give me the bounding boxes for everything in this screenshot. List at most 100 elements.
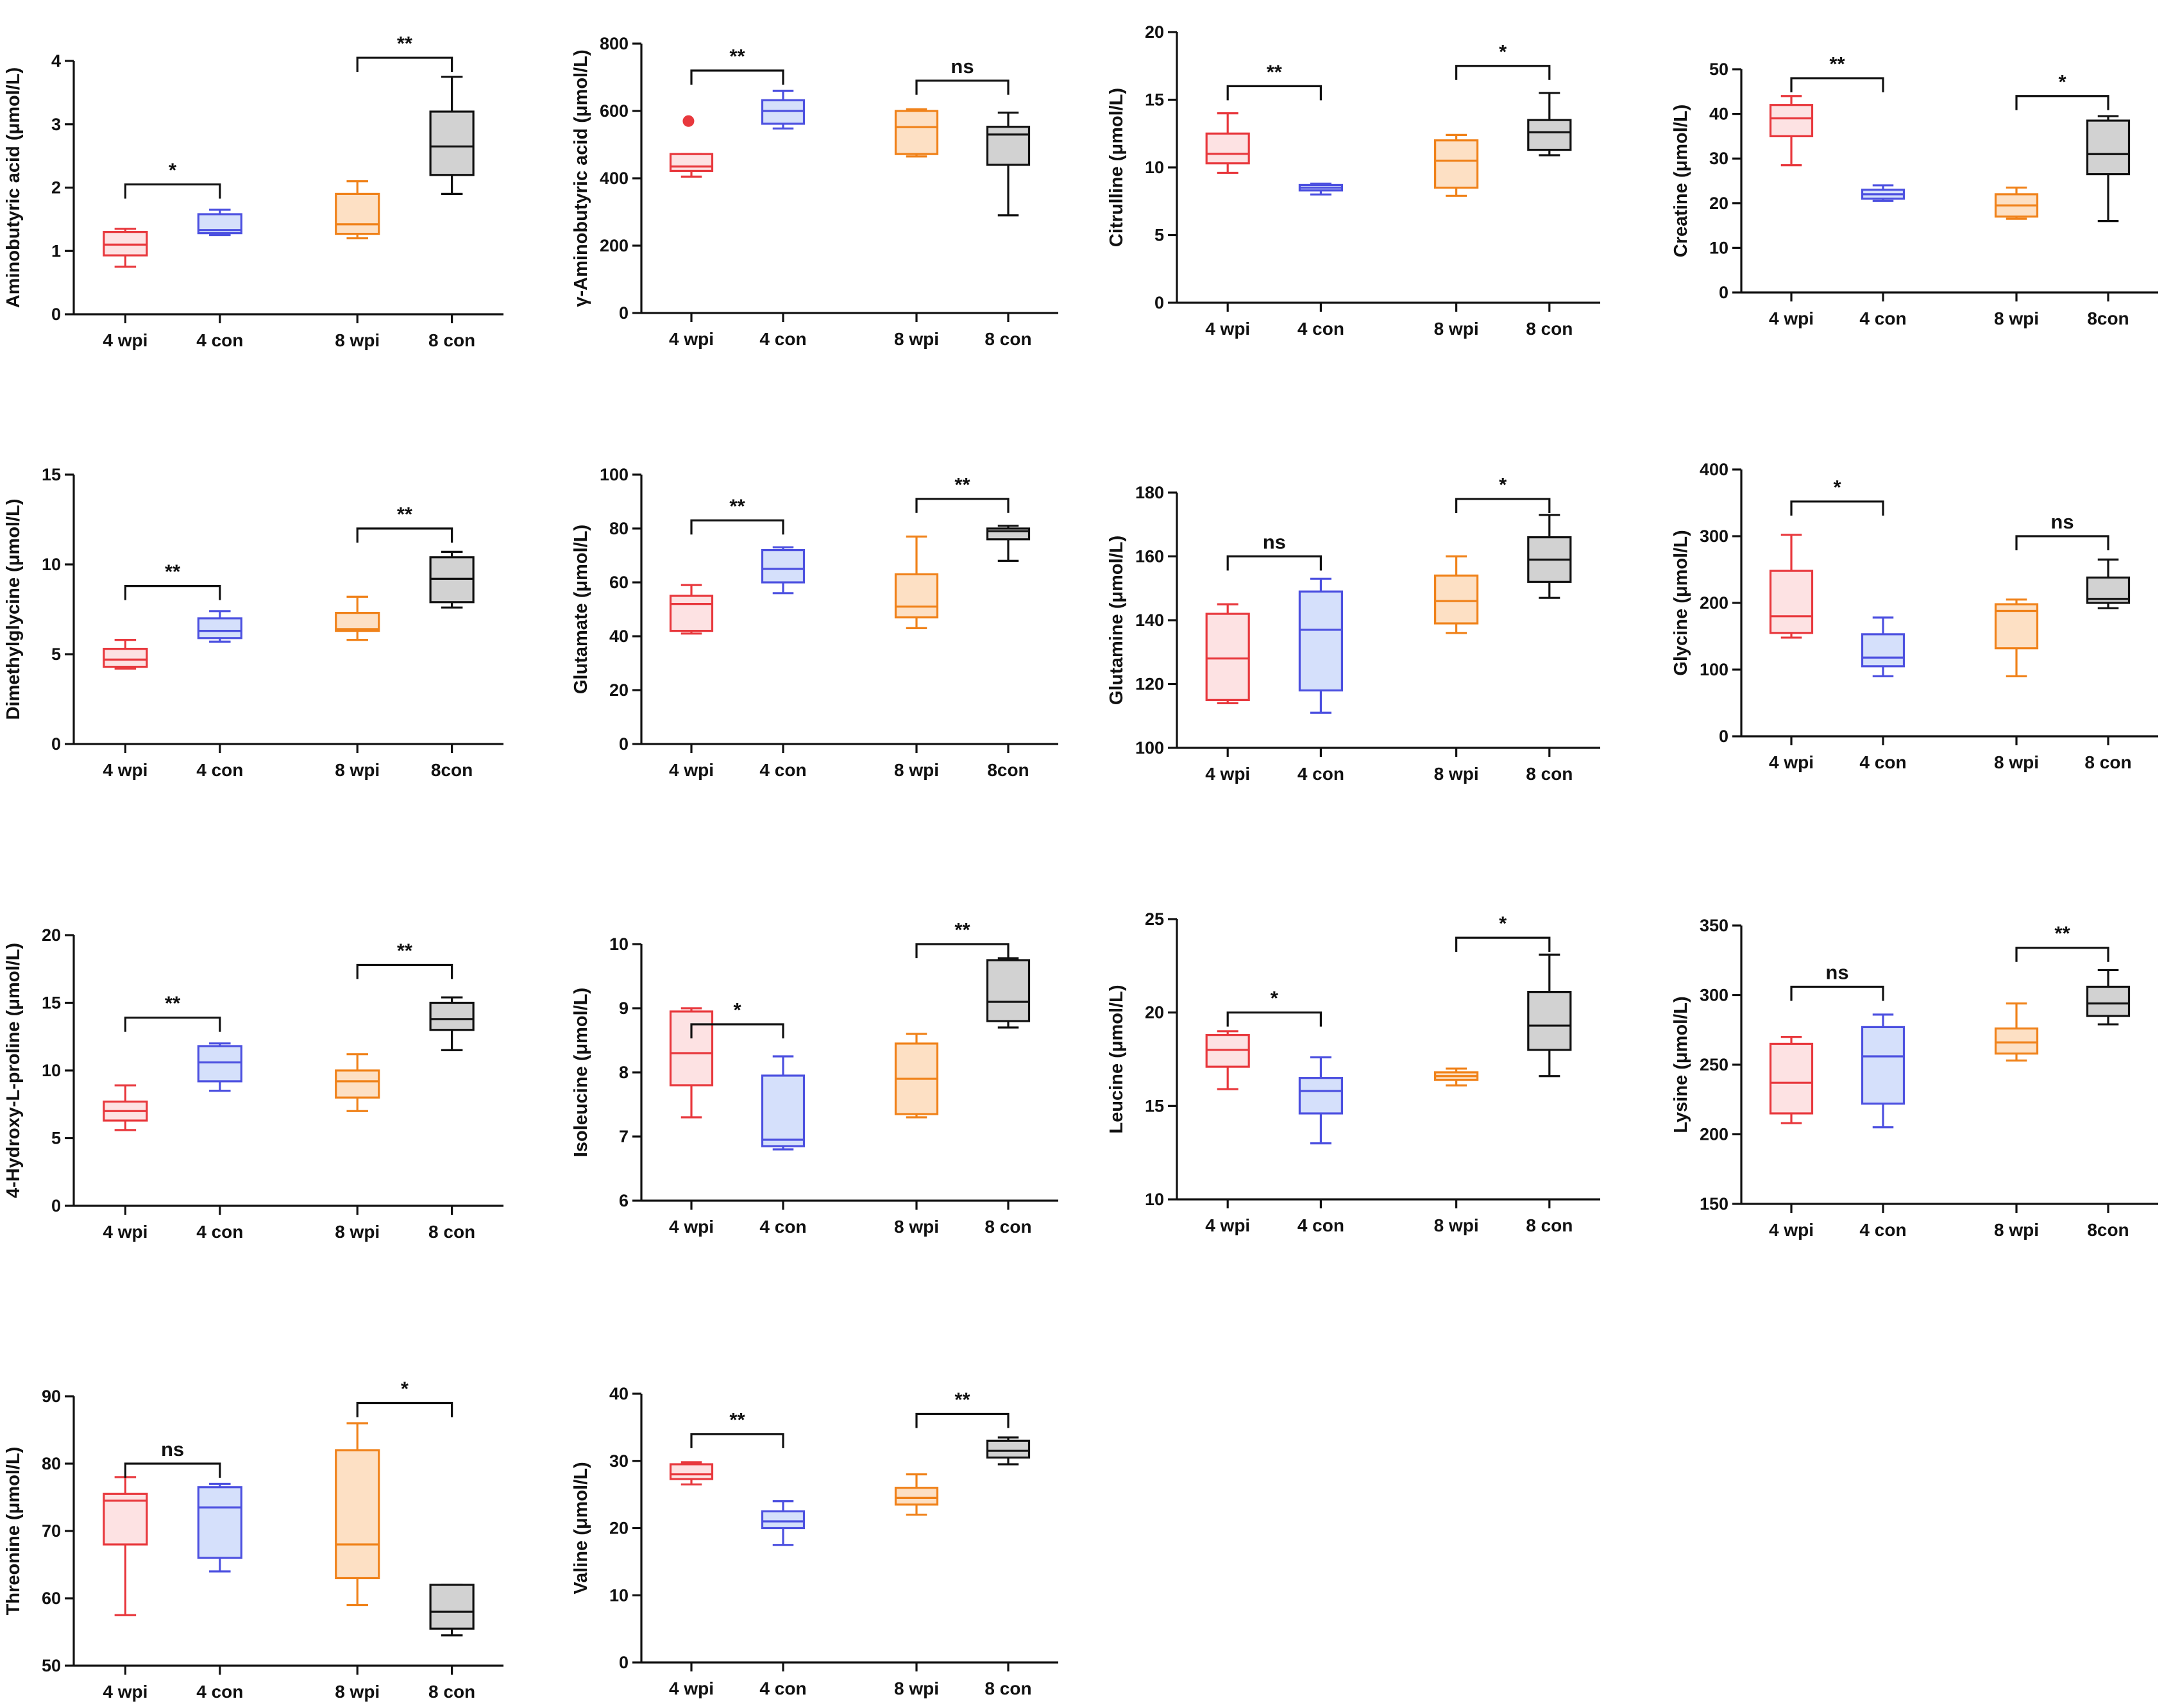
box-iqr [894, 573, 939, 619]
box-iqr [1861, 1026, 1905, 1105]
significance-bracket: ** [690, 495, 784, 535]
box-4-con [1298, 577, 1344, 714]
y-axis-title: Isoleucine (μmol/L) [571, 988, 591, 1157]
significance-label: ns [2050, 511, 2074, 533]
y-tick-label: 0 [1719, 283, 1728, 302]
significance-label: ns [161, 1438, 184, 1460]
y-tick-label: 0 [1154, 293, 1164, 312]
box-4-con [197, 1482, 242, 1573]
box-8-con [429, 1584, 475, 1637]
x-category-label: 8 con [984, 1678, 1031, 1698]
x-category-label: 4 con [759, 329, 806, 349]
bracket-line [1455, 936, 1551, 952]
x-category-label: 8 wpi [894, 760, 939, 780]
y-tick-label: 50 [1709, 60, 1728, 79]
x-category-label: 8 con [1526, 1215, 1573, 1235]
panel-7: 100 120 140 160 180 4 wpi 4 con 8 wpi 8 con Gluta… [1106, 473, 1600, 784]
box-4-con [197, 208, 242, 237]
y-tick-label: 5 [51, 1129, 61, 1148]
panel-8: 0 100 200 300 400 4 wpi 4 con 8 wpi 8 con Glycine… [1671, 460, 2158, 772]
significance-label: ** [397, 503, 413, 525]
significance-bracket: * [1455, 912, 1551, 952]
y-tick-label: 300 [1700, 986, 1728, 1005]
box-8-con [986, 112, 1031, 217]
significance-bracket: * [124, 159, 221, 199]
y-tick-label: 30 [1709, 149, 1728, 168]
y-tick-label: 200 [600, 236, 629, 255]
box-iqr [335, 1449, 380, 1580]
y-tick-label: 90 [42, 1387, 61, 1406]
significance-bracket: ** [690, 1408, 784, 1448]
y-tick-label: 0 [51, 305, 61, 324]
x-category-label: 4 wpi [1769, 752, 1814, 772]
significance-bracket: ** [915, 1388, 1010, 1428]
box-4-con [1861, 1013, 1905, 1129]
box-iqr [335, 192, 380, 235]
x-category-label: 8con [987, 760, 1029, 780]
y-tick-label: 30 [609, 1451, 629, 1471]
y-tick-label: 20 [42, 926, 61, 945]
box-4-con [761, 1055, 806, 1151]
y-tick-label: 10 [609, 1585, 629, 1605]
box-iqr [1434, 574, 1479, 625]
significance-bracket: ** [124, 992, 221, 1032]
y-tick-label: 400 [600, 169, 629, 188]
y-axis-title: Valine (μmol/L) [571, 1462, 591, 1594]
y-tick-label: 20 [1709, 194, 1728, 213]
x-category-label: 4 con [759, 1217, 806, 1237]
x-category-label: 4 con [196, 1682, 243, 1702]
box-iqr [761, 1510, 806, 1530]
y-tick-label: 300 [1700, 527, 1728, 546]
x-category-label: 4 wpi [103, 760, 148, 780]
x-category-label: 4 wpi [1205, 764, 1250, 784]
x-category-label: 8 wpi [894, 329, 939, 349]
panel-2: 0 200 400 600 800 4 wpi 4 con 8 wpi 8 con γ-Amino… [571, 34, 1058, 349]
y-tick-label: 10 [1709, 238, 1728, 257]
box-iqr [761, 1074, 806, 1147]
y-tick-label: 5 [51, 645, 61, 664]
box-4-wpi [669, 584, 714, 635]
x-category-label: 8 con [984, 1217, 1031, 1237]
significance-bracket: * [1790, 476, 1884, 516]
panel-12: 150 200 250 300 350 4 wpi 4 con 8 wpi 8con Lysine… [1671, 916, 2158, 1240]
y-tick-label: 1 [51, 241, 61, 260]
significance-bracket: * [356, 1378, 453, 1417]
box-iqr [103, 1492, 148, 1546]
box-8-con [986, 1436, 1031, 1466]
significance-bracket: ** [915, 918, 1010, 958]
y-tick-label: 8 [619, 1063, 629, 1082]
x-category-label: 4 wpi [103, 330, 148, 350]
x-category-label: 8 wpi [335, 330, 380, 350]
y-tick-label: 15 [1145, 1096, 1164, 1115]
box-4-con [1861, 616, 1905, 678]
y-tick-label: 180 [1135, 483, 1164, 502]
y-tick-label: 15 [1145, 90, 1164, 110]
significance-bracket: * [1226, 987, 1322, 1027]
significance-label: ** [954, 1388, 970, 1410]
x-category-label: 8 con [428, 330, 475, 350]
y-tick-label: 6 [619, 1191, 629, 1210]
bracket-line [1226, 85, 1322, 101]
y-tick-label: 10 [1145, 158, 1164, 177]
y-tick-label: 600 [600, 101, 629, 121]
x-category-label: 8 wpi [1434, 1215, 1479, 1235]
significance-label: * [2058, 71, 2066, 93]
significance-label: * [401, 1378, 409, 1400]
x-category-label: 8con [2087, 1220, 2129, 1240]
x-category-label: 8 con [428, 1222, 475, 1242]
box-iqr [1769, 104, 1814, 137]
box-8-wpi [335, 595, 380, 641]
box-iqr [1861, 633, 1905, 668]
x-category-label: 4 con [196, 330, 243, 350]
x-category-label: 8 wpi [894, 1217, 939, 1237]
significance-bracket: ** [2015, 922, 2109, 962]
significance-bracket: ** [356, 32, 453, 72]
box-iqr [335, 1069, 380, 1099]
y-tick-label: 100 [1700, 660, 1728, 679]
bracket-line [915, 1412, 1010, 1428]
significance-bracket: ** [356, 939, 453, 979]
y-tick-label: 160 [1135, 547, 1164, 566]
y-axis-title: Aminobutyric acid (μmol/L) [3, 67, 24, 308]
significance-label: ** [954, 473, 970, 496]
significance-label: ns [1825, 961, 1848, 983]
